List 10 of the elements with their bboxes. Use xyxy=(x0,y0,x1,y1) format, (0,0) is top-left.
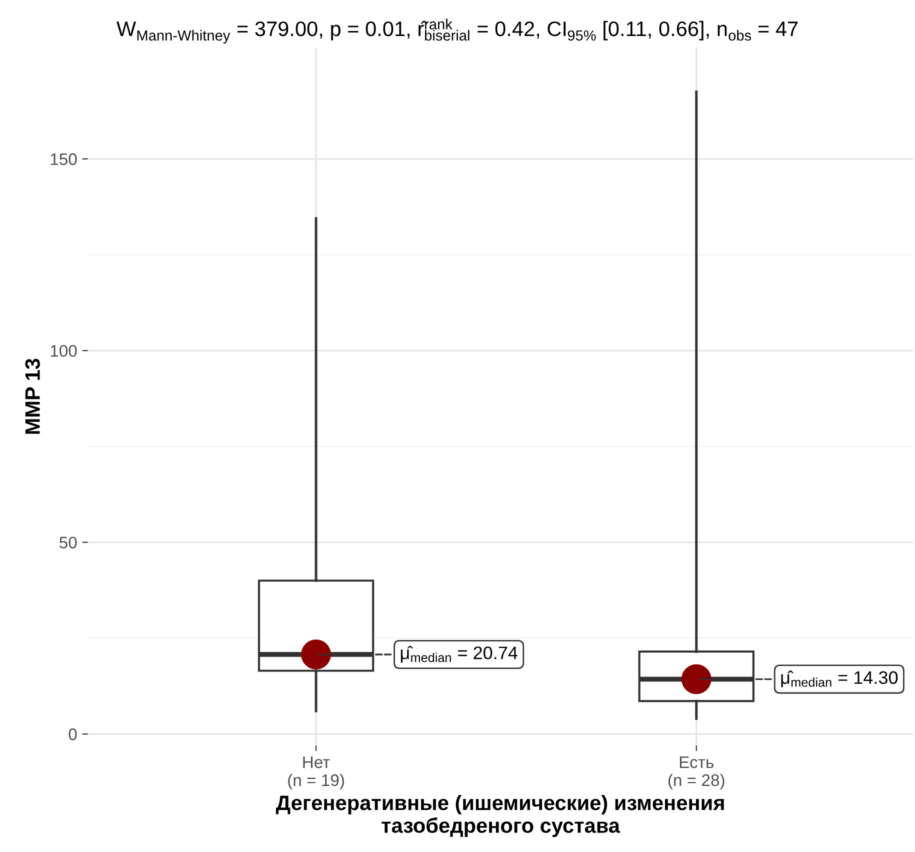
y-tick-label: 50 xyxy=(60,536,77,548)
x-tick-label: Есть (n = 28) xyxy=(668,756,724,790)
x-tick-label: Нет (n = 19) xyxy=(288,756,344,790)
y-tick-label: 0 xyxy=(68,728,77,740)
y-tick-label: 100 xyxy=(50,345,77,357)
annotation: μ̂$_{median}$ = 20.74 xyxy=(400,646,518,663)
y-tick-label: 150 xyxy=(50,153,77,166)
annotation: μ̂$_{median}$ = 14.30 xyxy=(781,670,898,688)
y-axis-title: MMP 13 xyxy=(25,358,40,434)
x-axis-title: Дегенеративные (ишемические) изменения тазобедреного сустава xyxy=(276,794,724,838)
